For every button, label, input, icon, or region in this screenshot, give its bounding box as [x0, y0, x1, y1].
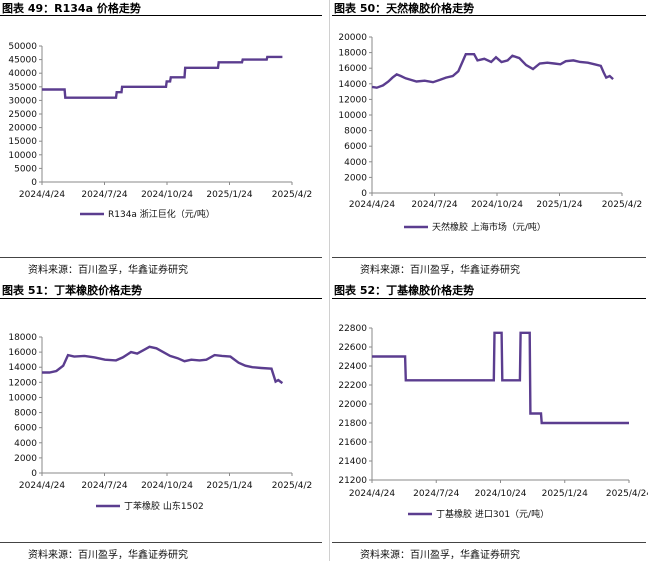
series-line: [372, 331, 629, 425]
x-tick-label: 2025/1/24: [542, 489, 588, 499]
legend-label: 天然橡胶 上海市场（元/吨）: [432, 221, 546, 233]
source-text: 资料来源：百川盈孚，华鑫证券研究: [360, 550, 520, 561]
title-rule: [332, 15, 646, 16]
x-tick-label: 2024/4/24: [19, 481, 65, 491]
source-text: 资料来源：百川盈孚，华鑫证券研究: [28, 265, 188, 276]
y-tick-label: 22600: [338, 343, 367, 353]
y-tick-label: 21200: [338, 476, 367, 486]
x-tick-label: 2024/7/24: [81, 481, 127, 491]
y-tick-label: 18000: [338, 49, 367, 59]
chart-svg: 0 5000 10000 15000 20000 25000 30000 35000 40000…: [8, 42, 312, 220]
y-tick-label: 40000: [8, 69, 37, 79]
y-tick-label: 8000: [14, 409, 37, 419]
legend-label: 丁基橡胶 进口301（元/吨）: [436, 508, 549, 520]
y-tick-label: 6000: [14, 424, 37, 434]
legend-label: 丁苯橡胶 山东1502: [124, 500, 204, 512]
y-tick-label: 10000: [8, 393, 37, 403]
x-tick-label: 2024/4/24: [19, 190, 65, 200]
y-tick-label: 4000: [344, 158, 367, 168]
x-tick-label: 2024/7/24: [81, 190, 127, 200]
y-tick-label: 10000: [338, 111, 367, 121]
y-tick-label: 18000: [8, 333, 37, 343]
chart-title: 图表 50：天然橡胶价格走势: [334, 2, 475, 15]
y-tick-label: 8000: [344, 127, 367, 137]
y-tick-label: 21400: [338, 457, 367, 467]
y-tick-label: 6000: [344, 142, 367, 152]
y-tick-label: 12000: [8, 378, 37, 388]
y-tick-label: 15000: [8, 137, 37, 147]
y-tick-label: 16000: [8, 348, 37, 358]
source-rule: [0, 542, 322, 543]
y-tick-label: 35000: [8, 83, 37, 93]
source-rule: [0, 257, 322, 258]
x-tick-label: 2025/4/2: [272, 190, 312, 200]
chart-title: 图表 51：丁苯橡胶价格走势: [2, 284, 143, 297]
x-tick-label: 2025/1/24: [536, 200, 582, 210]
y-tick-label: 5000: [14, 164, 37, 174]
y-tick-label: 16000: [338, 64, 367, 74]
y-tick-label: 21800: [338, 419, 367, 429]
y-tick-label: 12000: [338, 95, 367, 105]
y-tick-label: 10000: [8, 151, 37, 161]
panel-separator: [329, 0, 330, 561]
x-tick-label: 2024/10/24: [141, 190, 193, 200]
x-tick-label: 2024/10/24: [141, 481, 193, 491]
series-line: [371, 53, 614, 89]
y-tick-label: 2000: [14, 454, 37, 464]
y-tick-label: 14000: [338, 80, 367, 90]
chart-svg: 0 2000 4000 6000 8000 10000 12000 14000 16000 180…: [338, 33, 642, 233]
x-tick-label: 2024/7/24: [413, 489, 459, 499]
y-tick-label: 21600: [338, 438, 367, 448]
x-tick-label: 2025/4/24: [606, 489, 648, 499]
chart-panel-natural-rubber: 图表 50：天然橡胶价格走势 0 2000 4000 6000 8000 10000 120…: [332, 0, 648, 280]
source-rule: [332, 542, 646, 543]
y-tick-label: 50000: [8, 42, 37, 52]
x-tick-label: 2025/1/24: [206, 190, 252, 200]
x-tick-label: 2025/1/24: [206, 481, 252, 491]
y-tick-label: 22000: [338, 400, 367, 410]
x-tick-label: 2024/10/24: [471, 200, 523, 210]
y-tick-label: 2000: [344, 173, 367, 183]
y-tick-label: 45000: [8, 56, 37, 66]
y-tick-label: 22800: [338, 324, 367, 334]
title-rule: [0, 15, 322, 16]
chart-title: 图表 52：丁基橡胶价格走势: [334, 284, 475, 297]
x-tick-label: 2024/4/24: [349, 200, 395, 210]
source-text: 资料来源：百川盈孚，华鑫证券研究: [360, 265, 520, 276]
series-line: [42, 55, 283, 99]
y-tick-label: 4000: [14, 439, 37, 449]
y-tick-label: 30000: [8, 96, 37, 106]
chart-svg: 21200 21400 21600 21800 22000 22200 22400 22600…: [338, 324, 648, 520]
y-tick-label: 14000: [8, 363, 37, 373]
source-text: 资料来源：百川盈孚，华鑫证券研究: [28, 550, 188, 561]
y-tick-label: 0: [31, 469, 37, 479]
source-rule: [332, 257, 646, 258]
y-tick-label: 22400: [338, 362, 367, 372]
y-tick-label: 0: [361, 189, 367, 199]
chart-panel-butyl-rubber: 图表 52：丁基橡胶价格走势 21200 21400 21600 21800 22000…: [332, 280, 648, 561]
chart-title: 图表 49：R134a 价格走势: [2, 2, 141, 15]
series-line: [42, 345, 284, 385]
title-rule: [332, 298, 646, 299]
chart-panel-r134a: 图表 49：R134a 价格走势 0 5000 10000 15000 20000 250…: [0, 0, 322, 280]
chart-panel-sbr: 图表 51：丁苯橡胶价格走势 0 2000 4000 6000 8000 10000 120…: [0, 280, 322, 561]
y-tick-label: 0: [31, 178, 37, 188]
y-tick-label: 20000: [338, 33, 367, 43]
y-tick-label: 20000: [8, 124, 37, 134]
y-tick-label: 25000: [8, 110, 37, 120]
x-tick-label: 2024/4/24: [349, 489, 395, 499]
x-tick-label: 2024/10/24: [475, 489, 527, 499]
legend-label: R134a 浙江巨化（元/吨）: [108, 208, 215, 220]
x-tick-label: 2024/7/24: [411, 200, 457, 210]
y-tick-label: 22200: [338, 381, 367, 391]
title-rule: [0, 298, 322, 299]
chart-svg: 0 2000 4000 6000 8000 10000 12000 14000 16000 180…: [8, 333, 312, 512]
x-tick-label: 2025/4/2: [602, 200, 642, 210]
x-tick-label: 2025/4/2: [272, 481, 312, 491]
